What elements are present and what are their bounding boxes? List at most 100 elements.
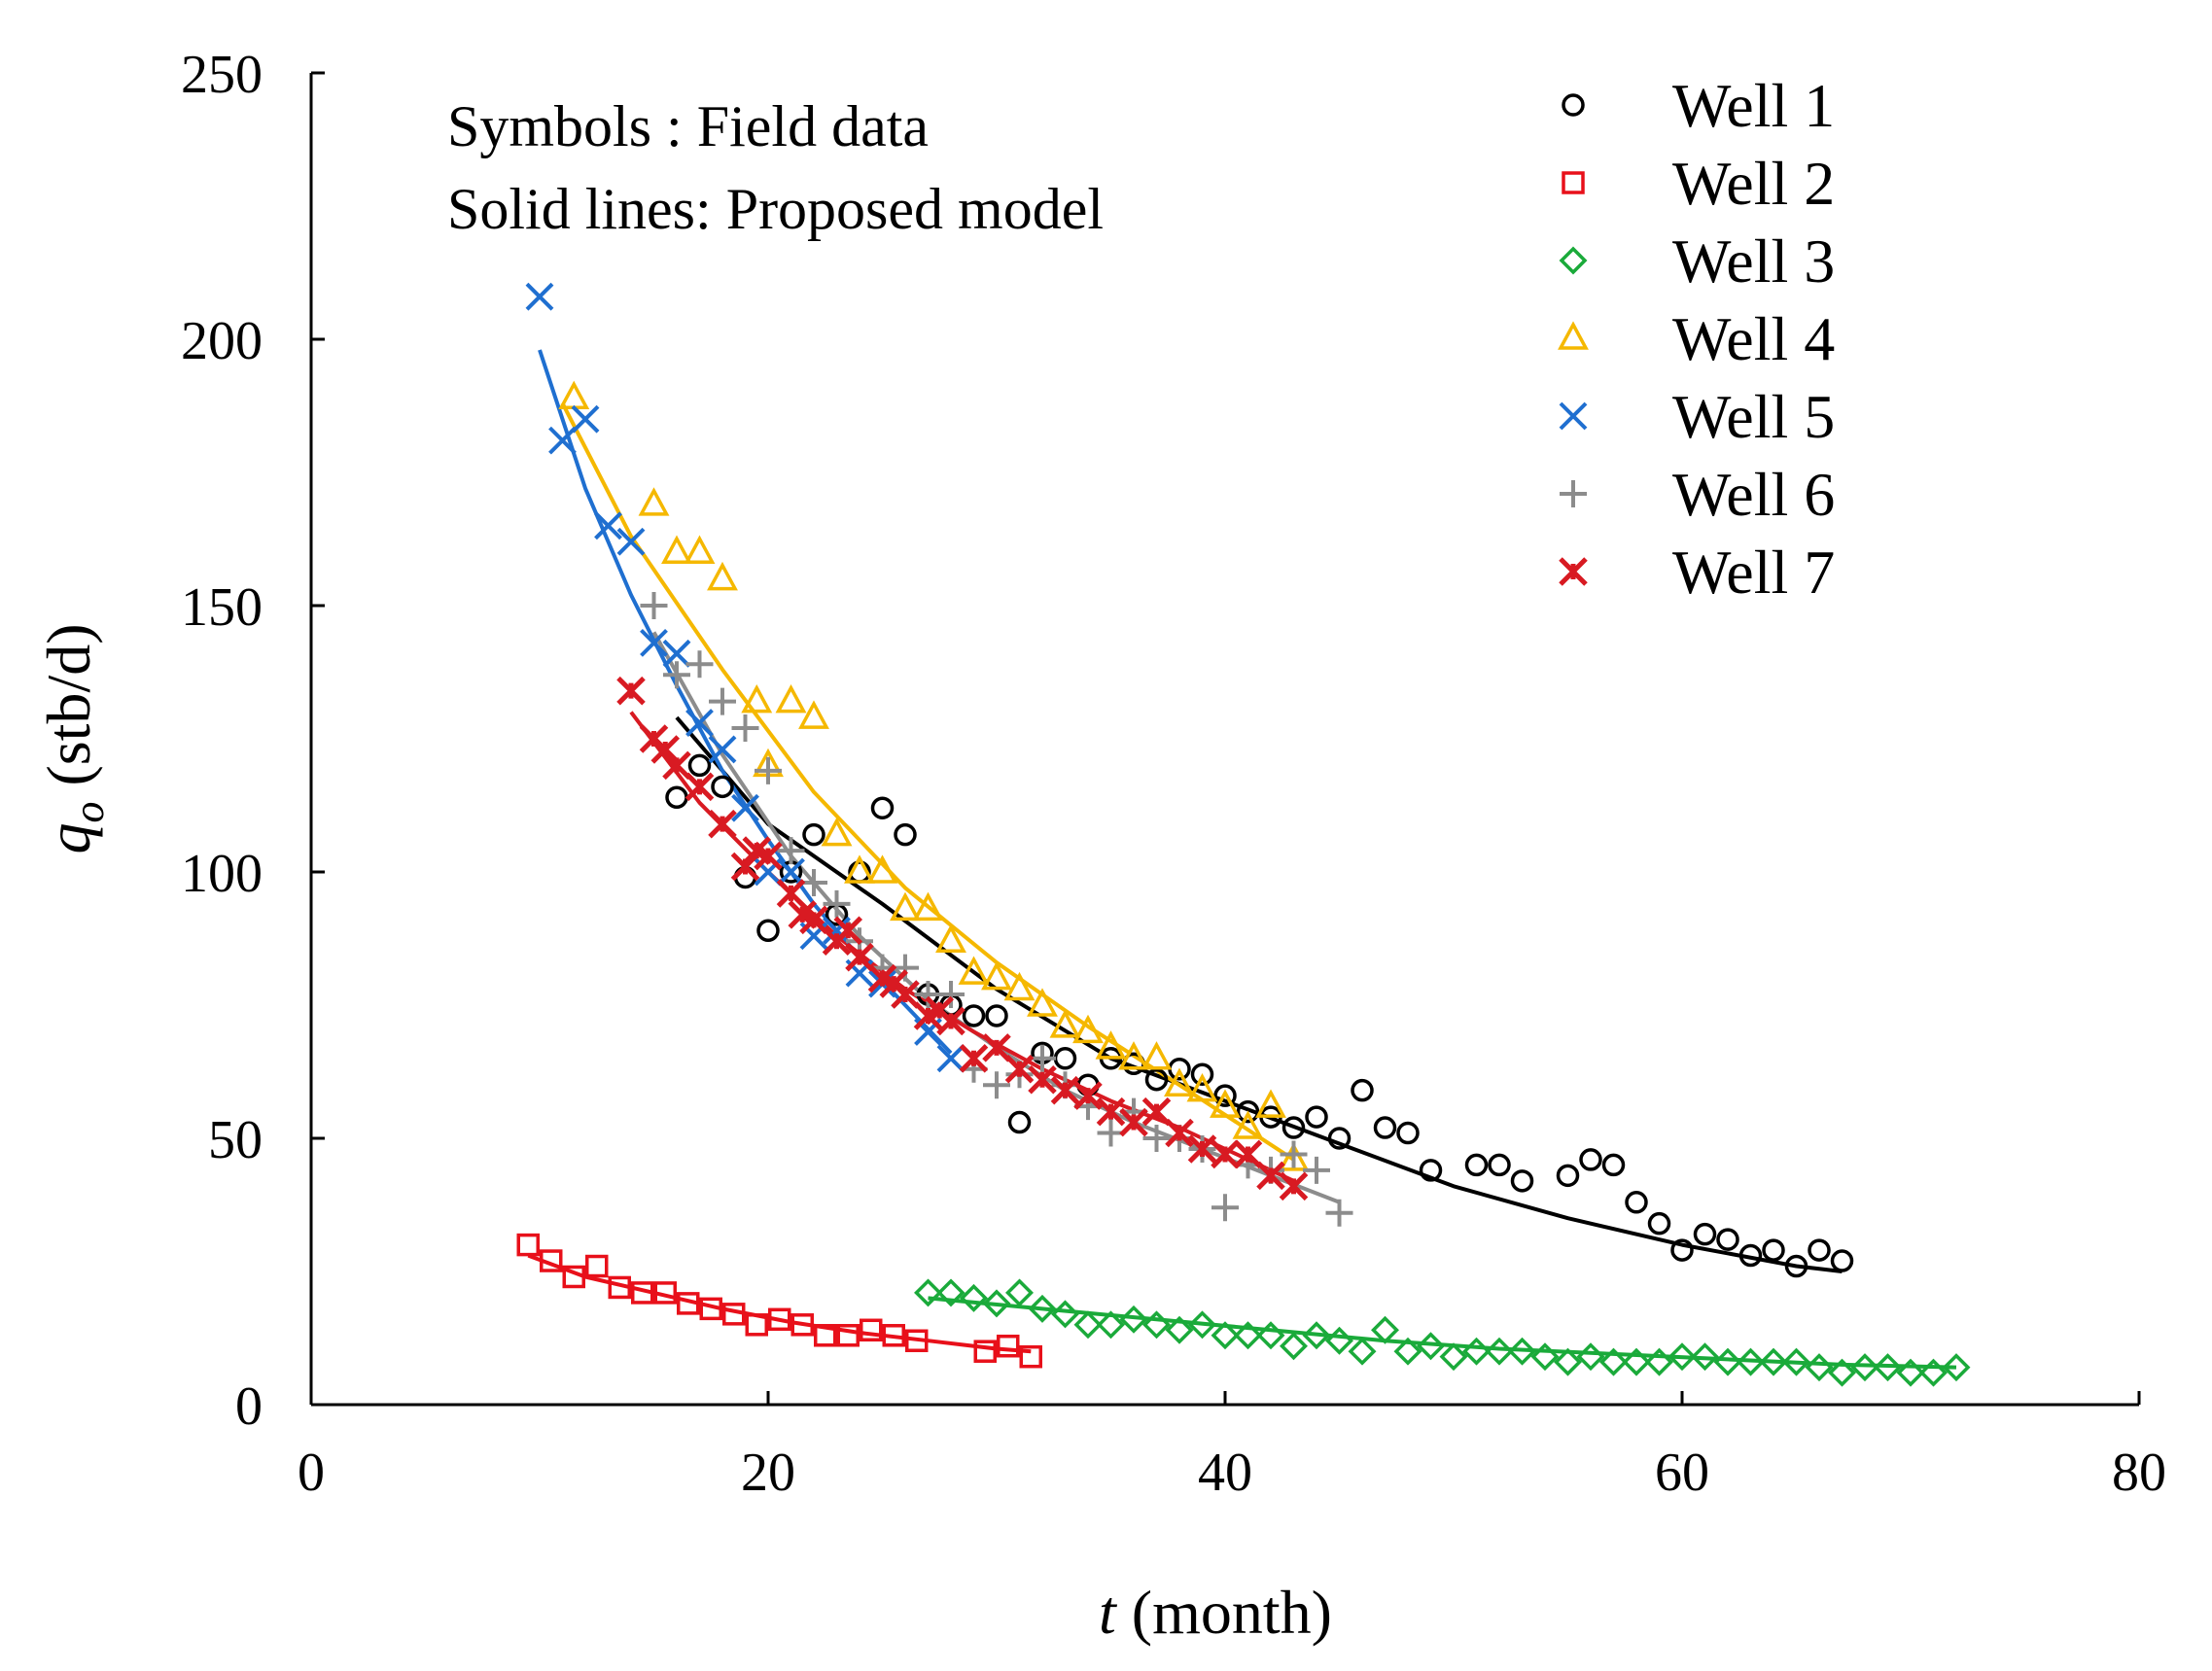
data-point-well-7 [1028, 1064, 1057, 1095]
legend-label-well-1: Well 1 [1672, 71, 1835, 140]
data-point-well-3 [914, 1278, 942, 1307]
fit-line-well-2 [527, 1253, 1032, 1354]
data-point-well-6 [1211, 1194, 1239, 1222]
data-point-well-7 [776, 879, 806, 908]
data-point-well-5 [571, 404, 600, 434]
data-point-well-1 [1601, 1153, 1626, 1177]
data-point-well-5 [594, 511, 622, 540]
data-point-well-7 [799, 905, 828, 935]
data-point-well-5 [685, 709, 714, 737]
data-point-well-6 [663, 661, 690, 689]
ticks: 0 20 40 60 80 0 50 100 150 200 250 [181, 45, 2166, 1503]
data-point-well-2 [836, 1324, 860, 1347]
data-point-well-3 [1417, 1332, 1445, 1361]
data-point-well-1 [870, 796, 895, 819]
data-point-well-3 [1005, 1278, 1034, 1307]
data-point-well-4 [1232, 1110, 1264, 1139]
data-point-well-3 [1097, 1310, 1125, 1340]
data-point-well-3 [1256, 1321, 1285, 1350]
data-point-well-6 [937, 981, 965, 1009]
data-point-well-7 [936, 1006, 966, 1036]
data-point-well-1 [1351, 1078, 1374, 1102]
data-point-well-1 [1007, 1110, 1032, 1134]
data-point-well-3 [1599, 1347, 1628, 1376]
data-point-well-1 [1738, 1243, 1763, 1268]
data-point-well-1 [802, 822, 825, 847]
data-point-well-2 [631, 1281, 654, 1305]
data-point-well-1 [1053, 1047, 1077, 1070]
data-point-well-2 [562, 1265, 585, 1289]
data-point-well-3 [1645, 1347, 1673, 1376]
data-point-well-3 [1485, 1337, 1514, 1366]
legend-marker-well-2 [1562, 171, 1585, 194]
data-point-well-3 [1737, 1347, 1765, 1376]
x-axis-label: t (month) [1099, 1578, 1332, 1647]
data-point-well-3 [1622, 1347, 1651, 1376]
data-point-well-3 [1919, 1358, 1948, 1387]
data-point-well-7 [891, 980, 920, 1009]
data-point-well-4 [1072, 1014, 1104, 1044]
data-point-well-1 [711, 775, 734, 799]
data-point-well-2 [905, 1329, 929, 1352]
data-point-well-3 [1211, 1321, 1240, 1350]
data-point-well-3 [960, 1283, 988, 1312]
data-point-well-2 [608, 1275, 631, 1300]
x-axis-variable: t [1099, 1578, 1118, 1647]
legend-marker-well-6 [1560, 480, 1587, 507]
data-point-well-6 [1280, 1140, 1308, 1168]
data-point-well-4 [1118, 1041, 1149, 1070]
data-point-well-4 [684, 535, 716, 564]
data-point-well-6 [755, 756, 782, 784]
legend-label-well-5: Well 5 [1672, 382, 1835, 451]
data-point-well-4 [1141, 1041, 1173, 1070]
legend-marker-well-3 [1559, 246, 1588, 275]
data-point-well-1 [1510, 1169, 1534, 1193]
data-point-well-5 [708, 735, 737, 764]
data-point-well-3 [1188, 1310, 1216, 1340]
data-point-well-6 [1303, 1156, 1330, 1184]
data-point-well-4 [558, 380, 590, 410]
annotation-block: Symbols : Field data Solid lines: Propos… [447, 94, 1104, 241]
data-point-well-3 [1439, 1342, 1468, 1372]
data-point-well-4 [798, 700, 829, 729]
data-point-well-6 [731, 714, 759, 743]
y-axis-label: qo (stb/d) [34, 623, 113, 853]
data-point-well-6 [709, 687, 736, 715]
data-point-well-2 [997, 1334, 1020, 1358]
data-point-well-5 [548, 426, 577, 455]
data-markers [516, 282, 1971, 1387]
data-point-well-5 [731, 793, 759, 822]
data-point-well-7 [1141, 1097, 1172, 1127]
data-point-well-4 [958, 956, 990, 985]
data-point-well-4 [775, 683, 807, 714]
data-point-well-3 [1828, 1358, 1856, 1387]
annotation-symbols: Symbols : Field data [447, 94, 929, 158]
data-point-well-5 [936, 1044, 966, 1073]
data-point-well-1 [1144, 1067, 1169, 1092]
data-point-well-1 [687, 753, 712, 778]
data-point-well-6 [777, 837, 805, 865]
data-point-well-6 [914, 981, 942, 1009]
y-axis-variable: q [34, 823, 103, 854]
fit-line-well-4 [560, 401, 1295, 1162]
legend-marker-well-5 [1559, 401, 1588, 431]
data-point-well-1 [1327, 1127, 1352, 1150]
fit-line-well-1 [675, 715, 1843, 1273]
data-point-well-7 [662, 750, 691, 781]
data-point-well-4 [981, 960, 1012, 991]
data-point-well-1 [1808, 1238, 1831, 1262]
data-point-well-1 [1282, 1116, 1306, 1139]
data-point-well-4 [1278, 1142, 1310, 1171]
data-point-well-2 [973, 1340, 997, 1363]
data-point-well-4 [1095, 1030, 1127, 1060]
data-point-well-3 [1805, 1353, 1834, 1382]
annotation-lines: Solid lines: Proposed model [447, 177, 1104, 241]
data-point-well-2 [677, 1292, 700, 1315]
x-tick-label: 20 [741, 1443, 795, 1503]
y-axis-unit: (stb/d) [34, 623, 103, 801]
data-point-well-2 [745, 1313, 768, 1337]
legend-marker-well-7 [1559, 557, 1588, 586]
data-point-well-2 [699, 1297, 722, 1321]
data-point-well-2 [516, 1233, 540, 1257]
